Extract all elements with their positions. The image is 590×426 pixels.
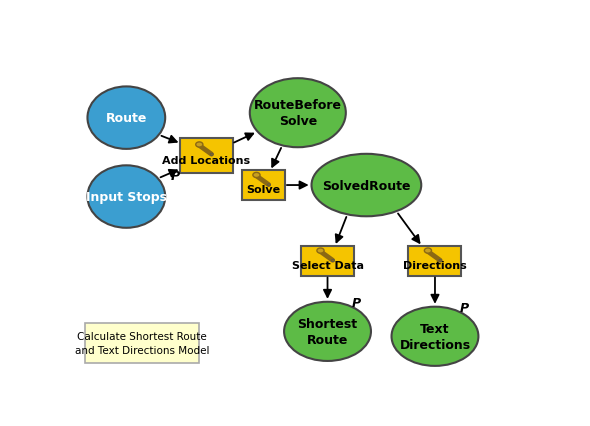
FancyBboxPatch shape xyxy=(180,139,233,173)
Text: SolvedRoute: SolvedRoute xyxy=(322,179,411,192)
Ellipse shape xyxy=(250,79,346,148)
Text: Shortest
Route: Shortest Route xyxy=(297,317,358,346)
Text: Select Data: Select Data xyxy=(291,260,363,270)
Ellipse shape xyxy=(392,307,478,366)
FancyBboxPatch shape xyxy=(408,246,461,276)
Text: Calculate Shortest Route
and Text Directions Model: Calculate Shortest Route and Text Direct… xyxy=(75,331,209,355)
Circle shape xyxy=(424,248,431,253)
Circle shape xyxy=(253,173,260,178)
Circle shape xyxy=(439,260,442,262)
Text: Route: Route xyxy=(106,112,147,125)
Circle shape xyxy=(267,184,270,187)
Ellipse shape xyxy=(87,166,165,228)
Circle shape xyxy=(196,143,203,148)
Text: RouteBefore
Solve: RouteBefore Solve xyxy=(254,99,342,128)
Text: P: P xyxy=(352,296,361,310)
Text: Directions: Directions xyxy=(403,260,467,270)
Text: Input Stops: Input Stops xyxy=(86,190,167,204)
FancyBboxPatch shape xyxy=(301,246,354,276)
Text: Add Locations: Add Locations xyxy=(162,156,250,166)
Circle shape xyxy=(210,154,213,156)
FancyBboxPatch shape xyxy=(241,171,286,201)
Ellipse shape xyxy=(312,155,421,217)
Text: Text
Directions: Text Directions xyxy=(399,322,471,351)
Ellipse shape xyxy=(284,302,371,361)
Text: P: P xyxy=(171,170,180,183)
FancyBboxPatch shape xyxy=(85,323,199,363)
Circle shape xyxy=(332,260,335,262)
Circle shape xyxy=(317,248,324,253)
Text: Solve: Solve xyxy=(247,185,281,195)
Ellipse shape xyxy=(87,87,165,150)
Text: P: P xyxy=(460,301,469,314)
